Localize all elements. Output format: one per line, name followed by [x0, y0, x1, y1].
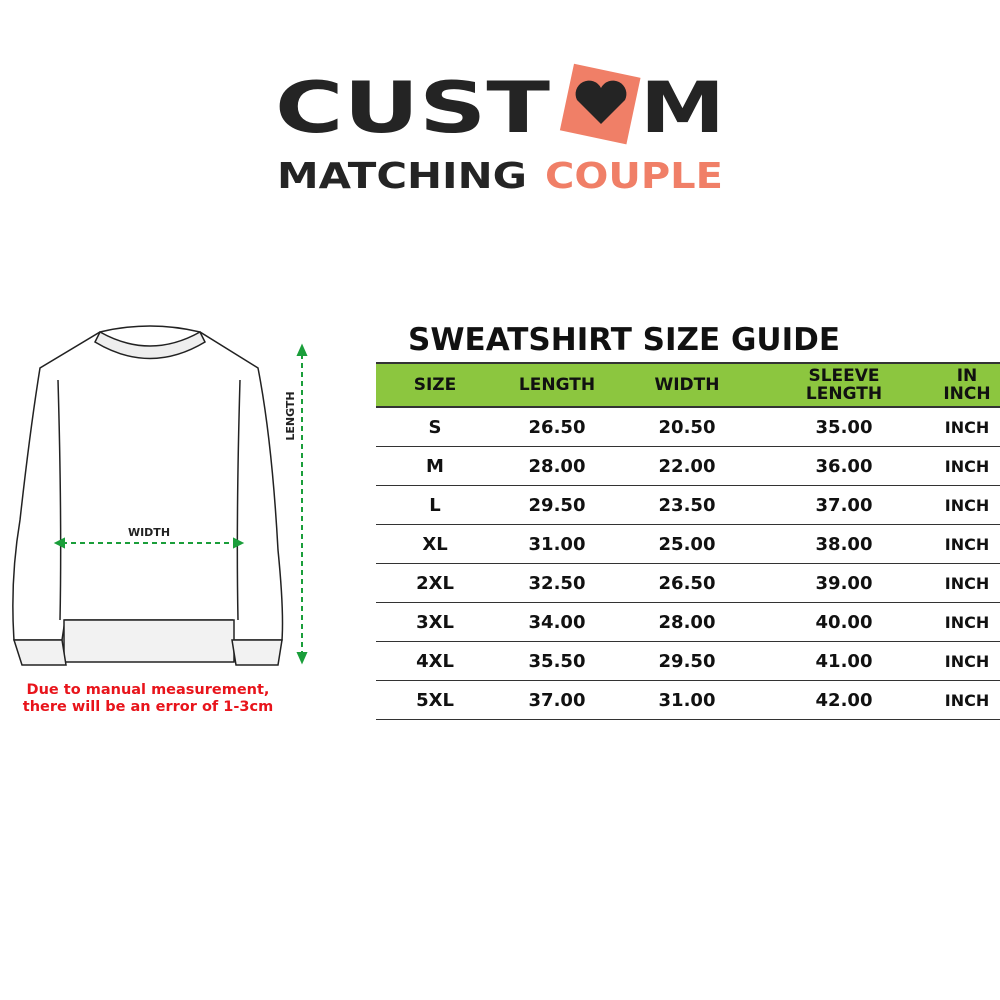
heart-icon	[575, 80, 627, 124]
table-cell: 23.50	[620, 485, 754, 525]
note-line: Due to manual measurement,	[26, 682, 270, 698]
table-cell: S	[376, 407, 494, 447]
length-label: LENGTH	[284, 391, 297, 440]
table-row: M 28.00 22.00 36.00 INCH	[376, 446, 1000, 486]
table-cell: M	[376, 446, 494, 486]
table-cell: 39.00	[754, 563, 934, 603]
table-row: XL 31.00 25.00 38.00 INCH	[376, 524, 1000, 564]
svg-text:CUST: CUST	[275, 67, 550, 149]
table-cell: 42.00	[754, 680, 934, 720]
table-cell: 3XL	[376, 602, 494, 642]
column-header: SLEEVE LENGTH	[754, 362, 934, 408]
table-cell: 36.00	[754, 446, 934, 486]
table-row: S 26.50 20.50 35.00 INCH	[376, 407, 1000, 447]
table-cell: 5XL	[376, 680, 494, 720]
measurement-note: Due to manual measurement, there will be…	[10, 682, 286, 716]
table-cell: XL	[376, 524, 494, 564]
table-cell: 38.00	[754, 524, 934, 564]
svg-text:MATCHING: MATCHING	[277, 156, 527, 197]
table-cell: 29.50	[620, 641, 754, 681]
table-row: 3XL 34.00 28.00 40.00 INCH	[376, 602, 1000, 642]
table-row: 4XL 35.50 29.50 41.00 INCH	[376, 641, 1000, 681]
column-header: LENGTH	[494, 362, 620, 408]
table-cell: 28.00	[494, 446, 620, 486]
svg-text:COUPLE: COUPLE	[545, 156, 723, 197]
table-cell: 4XL	[376, 641, 494, 681]
table-header: SIZE LENGTH WIDTH SLEEVE LENGTH IN INCH	[376, 362, 1000, 408]
table-cell: INCH	[934, 485, 1000, 525]
table-cell: 29.50	[494, 485, 620, 525]
table-cell: 22.00	[620, 446, 754, 486]
table-cell: INCH	[934, 641, 1000, 681]
table-cell: 41.00	[754, 641, 934, 681]
table-cell: 20.50	[620, 407, 754, 447]
table-cell: INCH	[934, 524, 1000, 564]
table-cell: 25.00	[620, 524, 754, 564]
table-cell: INCH	[934, 602, 1000, 642]
column-header: WIDTH	[620, 362, 754, 408]
table-cell: 31.00	[620, 680, 754, 720]
table-cell: 34.00	[494, 602, 620, 642]
table-cell: 2XL	[376, 563, 494, 603]
size-table: SIZE LENGTH WIDTH SLEEVE LENGTH IN INCH …	[376, 362, 1000, 720]
svg-text:M: M	[640, 67, 725, 149]
table-cell: 40.00	[754, 602, 934, 642]
size-guide-title: SWEATSHIRT SIZE GUIDE	[408, 322, 841, 358]
table-cell: 26.50	[620, 563, 754, 603]
column-header: IN INCH	[934, 362, 1000, 408]
width-label: WIDTH	[128, 526, 170, 539]
note-line: there will be an error of 1-3cm	[22, 699, 274, 715]
table-cell: INCH	[934, 407, 1000, 447]
table-cell: 31.00	[494, 524, 620, 564]
table-row: 2XL 32.50 26.50 39.00 INCH	[376, 563, 1000, 603]
brand-logo: CUST M MATCHING COUPLE	[275, 63, 725, 197]
table-cell: 26.50	[494, 407, 620, 447]
table-cell: L	[376, 485, 494, 525]
table-cell: 37.00	[494, 680, 620, 720]
table-row: 5XL 37.00 31.00 42.00 INCH	[376, 680, 1000, 720]
table-cell: 37.00	[754, 485, 934, 525]
table-cell: INCH	[934, 446, 1000, 486]
table-cell: INCH	[934, 563, 1000, 603]
table-cell: 35.00	[754, 407, 934, 447]
table-cell: 28.00	[620, 602, 754, 642]
sweatshirt-diagram: WIDTH LENGTH	[12, 325, 308, 666]
column-header: SIZE	[376, 362, 494, 408]
table-cell: 35.50	[494, 641, 620, 681]
table-cell: 32.50	[494, 563, 620, 603]
table-row: L 29.50 23.50 37.00 INCH	[376, 485, 1000, 525]
table-cell: INCH	[934, 680, 1000, 720]
